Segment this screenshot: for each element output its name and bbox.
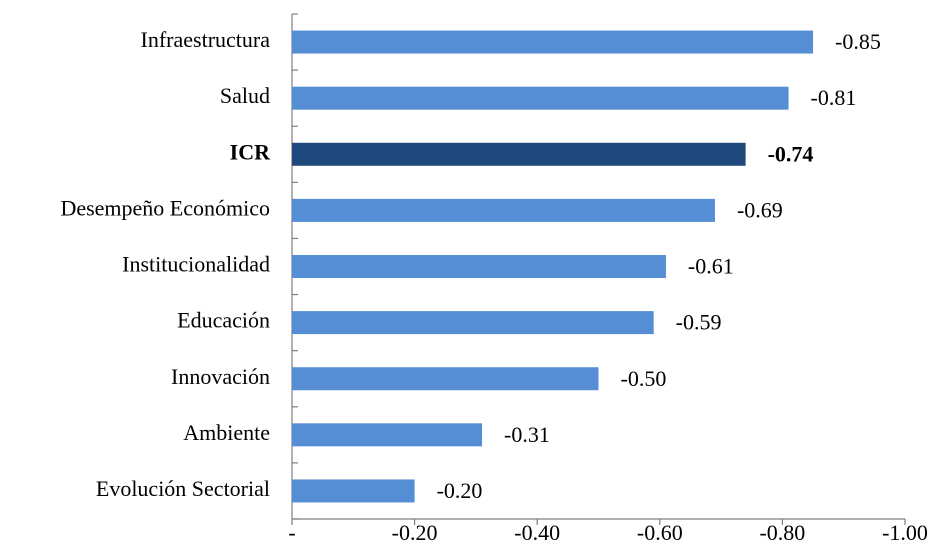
value-label: -0.61 bbox=[688, 254, 734, 279]
value-label: -0.59 bbox=[676, 310, 722, 335]
category-label: Ambiente bbox=[183, 420, 270, 445]
x-tick-label: - bbox=[288, 520, 295, 545]
bar-8 bbox=[292, 479, 415, 503]
category-labels: Infraestructura Salud ICR Desempeño Económi… bbox=[60, 27, 271, 501]
value-labels: -0.85 -0.81 -0.74 -0.69 -0.61 -0.59 -0.50 -0.31… bbox=[437, 29, 881, 503]
category-label: Innovación bbox=[171, 364, 270, 389]
bar-7 bbox=[292, 423, 483, 447]
value-label: -0.74 bbox=[768, 141, 814, 166]
bar-5 bbox=[292, 311, 654, 335]
bar-6 bbox=[292, 367, 599, 391]
value-label: -0.69 bbox=[737, 197, 783, 222]
value-label: -0.81 bbox=[811, 85, 857, 110]
category-label: Infraestructura bbox=[141, 27, 271, 52]
bar-4 bbox=[292, 255, 666, 278]
x-tick-label: -1.00 bbox=[882, 520, 928, 545]
category-label: Institucionalidad bbox=[122, 252, 270, 277]
bar-0 bbox=[292, 30, 814, 54]
category-label: Educación bbox=[177, 308, 270, 333]
category-label: ICR bbox=[230, 139, 271, 164]
x-tick-label: -0.60 bbox=[637, 520, 683, 545]
x-tick-label: -0.20 bbox=[392, 520, 438, 545]
category-label: Salud bbox=[220, 83, 270, 108]
bar-1 bbox=[292, 86, 789, 110]
bar-2 bbox=[292, 142, 746, 166]
bars bbox=[292, 30, 814, 503]
bar-3 bbox=[292, 198, 715, 222]
value-label: -0.31 bbox=[504, 422, 550, 447]
value-label: -0.50 bbox=[621, 366, 667, 391]
x-tick-label: -0.80 bbox=[759, 520, 805, 545]
x-tick-label: -0.40 bbox=[514, 520, 560, 545]
value-label: -0.20 bbox=[437, 478, 483, 503]
value-label: -0.85 bbox=[835, 29, 881, 54]
category-label: Evolución Sectorial bbox=[96, 476, 270, 501]
x-tick-labels: - -0.20 -0.40 -0.60 -0.80 -1.00 bbox=[288, 520, 928, 545]
category-label: Desempeño Económico bbox=[60, 195, 270, 220]
